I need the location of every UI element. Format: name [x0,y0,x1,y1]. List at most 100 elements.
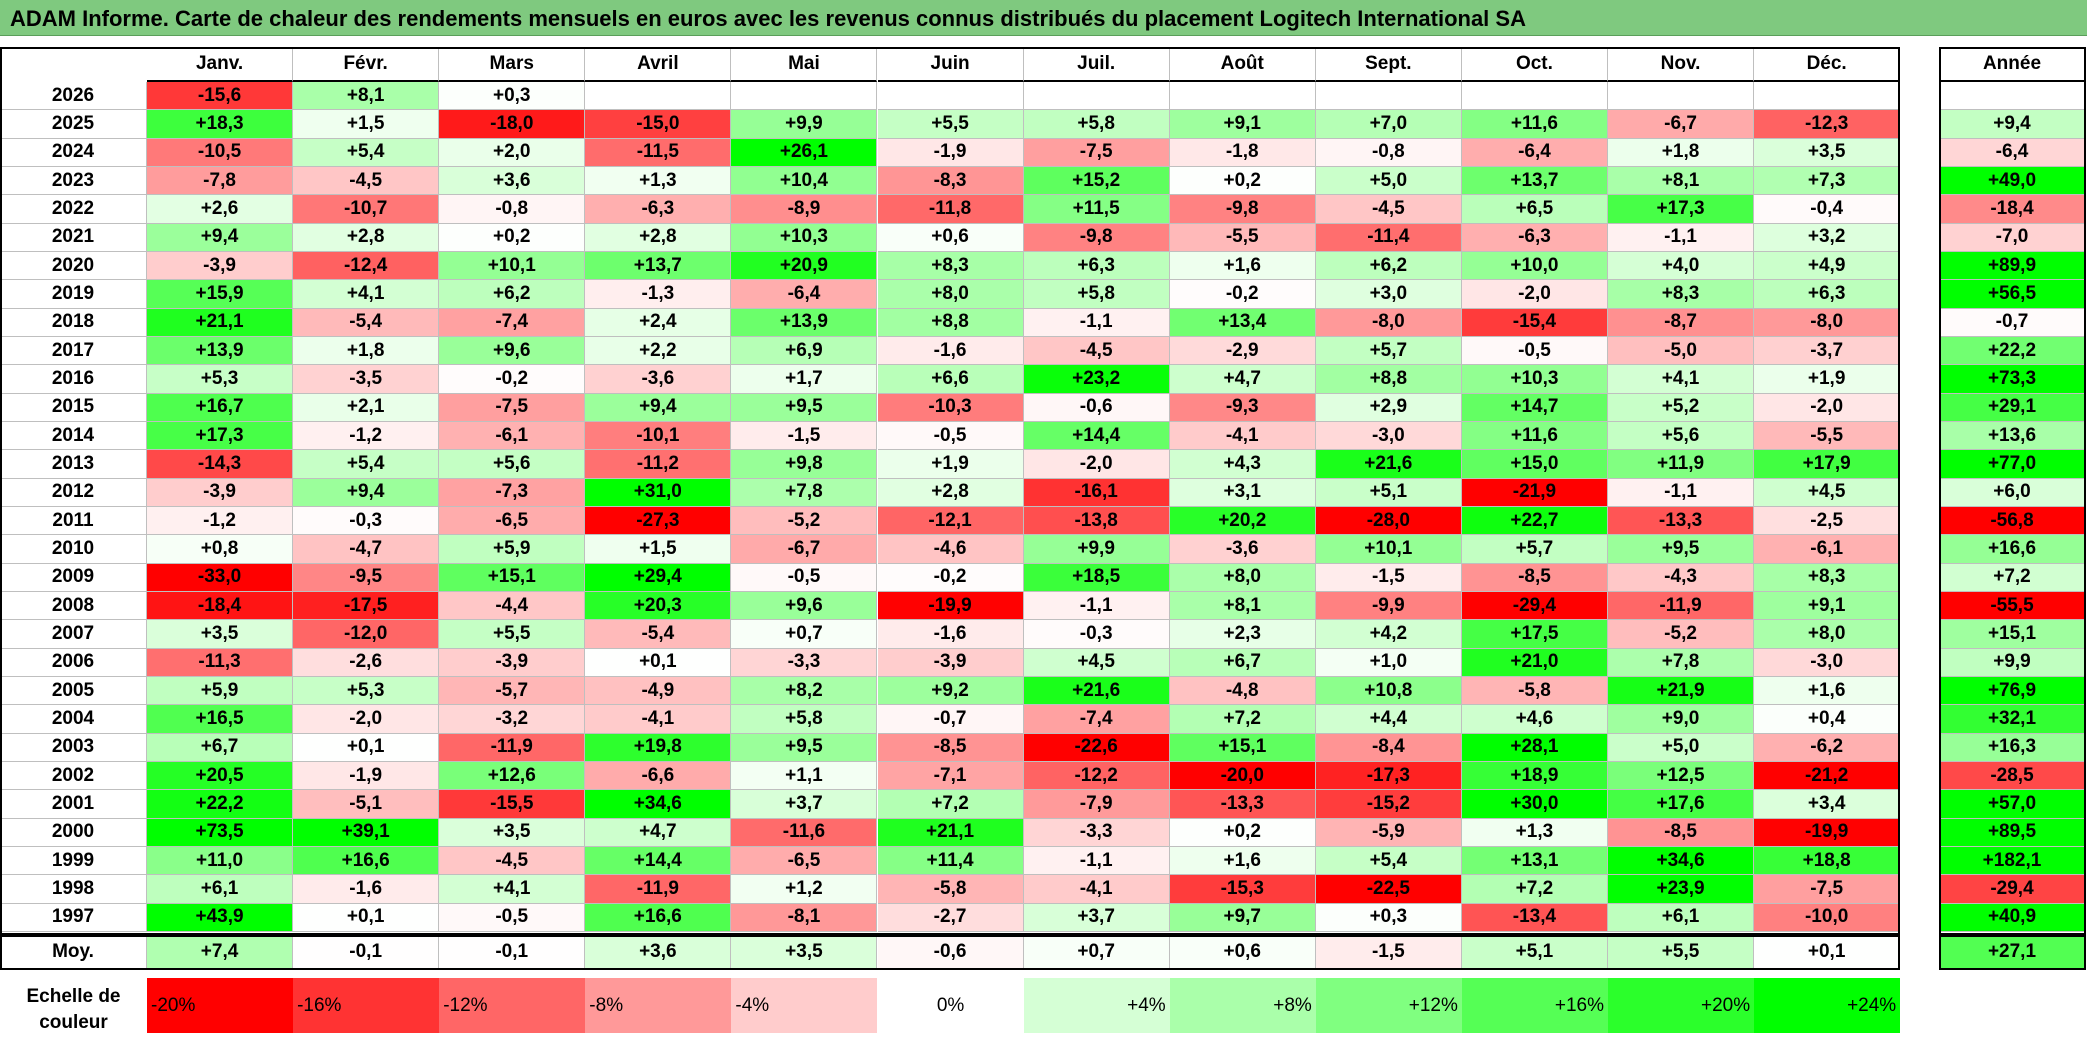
heatmap-cell: -9,3 [1169,393,1316,422]
heatmap-cell: +9,0 [1608,705,1755,734]
heatmap-cell [1169,82,1316,111]
annual-cell: -6,4 [1939,138,2086,167]
average-cell: +3,6 [585,935,732,970]
heatmap-cell: +20,5 [147,761,294,791]
heatmap-cell: +3,6 [439,166,586,196]
column-header: Août [1169,47,1316,82]
heatmap-cell: -29,4 [1461,591,1608,621]
heatmap-cell: +3,0 [1315,280,1462,309]
heatmap-cell: +1,0 [1315,648,1462,677]
heatmap-cell: -2,7 [877,903,1024,932]
heatmap-cell: -3,6 [585,365,732,394]
row-year-label: 2005 [0,676,147,706]
color-scale-swatch: +12% [1315,978,1462,1033]
annual-cell: -56,8 [1939,506,2086,536]
heatmap-cell: -2,0 [293,705,440,734]
heatmap-cell: -0,2 [877,563,1024,592]
heatmap-cell: +10,1 [1315,535,1462,564]
annual-cell: -18,4 [1939,195,2086,224]
heatmap-cell: +10,0 [1461,251,1608,281]
heatmap-cell: +5,4 [293,450,440,479]
heatmap-cell: +39,1 [293,818,440,847]
heatmap-cell: +4,1 [1608,365,1755,394]
heatmap-cell [1461,82,1608,111]
average-cell: +3,5 [731,935,878,970]
heatmap-cell: -4,1 [1169,421,1316,451]
heatmap-cell: -8,0 [1754,308,1901,337]
heatmap-cell: -12,3 [1754,110,1901,139]
average-cell: +0,1 [1754,935,1901,970]
annual-cell: -28,5 [1939,761,2086,791]
heatmap-cell: +1,7 [731,365,878,394]
heatmap-cell: +4,0 [1608,251,1755,281]
heatmap-cell: +3,4 [1754,790,1901,819]
annual-cell: +49,0 [1939,166,2086,196]
heatmap-cell: -0,3 [1023,620,1170,649]
heatmap-cell: -1,6 [877,336,1024,366]
heatmap-cell: +6,7 [1169,648,1316,677]
heatmap-cell: -0,2 [1169,280,1316,309]
average-cell: +7,4 [147,935,294,970]
annual-cell: +7,2 [1939,563,2086,592]
heatmap-cell: -10,3 [877,393,1024,422]
heatmap-cell: +0,8 [147,535,294,564]
heatmap-cell: -2,5 [1754,506,1901,536]
heatmap-cell: +4,2 [1315,620,1462,649]
heatmap-cell: +0,1 [293,903,440,932]
column-header: Déc. [1754,47,1901,82]
heatmap-cell: +2,3 [1169,620,1316,649]
heatmap-cell [1023,82,1170,111]
heatmap-cell: +4,5 [1023,648,1170,677]
heatmap-cell: -4,6 [877,535,1024,564]
column-header: Juin [877,47,1024,82]
heatmap-cell: +19,8 [585,733,732,762]
heatmap-cell: +15,2 [1023,166,1170,196]
heatmap-cell: +13,9 [731,308,878,337]
heatmap-cell: -4,1 [585,705,732,734]
row-year-label: 2000 [0,818,147,847]
heatmap-cell: -6,1 [1754,535,1901,564]
heatmap-cell: -11,4 [1315,223,1462,252]
annual-cell: +77,0 [1939,450,2086,479]
heatmap-cell: +3,7 [1023,903,1170,932]
heatmap-cell: +6,2 [1315,251,1462,281]
heatmap-cell: +5,1 [1315,478,1462,507]
heatmap-cell: +7,3 [1754,166,1901,196]
heatmap-cell: +9,5 [1608,535,1755,564]
heatmap-cell: -0,2 [439,365,586,394]
heatmap-cell: +0,1 [585,648,732,677]
heatmap-cell: -2,0 [1461,280,1608,309]
heatmap-cell: +7,8 [1608,648,1755,677]
heatmap-cell: -5,5 [1754,421,1901,451]
heatmap-cell: +2,9 [1315,393,1462,422]
heatmap-cell [877,82,1024,111]
heatmap-cell: -1,8 [1169,138,1316,167]
title-bar: ADAM Informe. Carte de chaleur des rende… [0,0,2087,36]
heatmap-cell: -11,9 [1608,591,1755,621]
heatmap-cell: +14,7 [1461,393,1608,422]
heatmap-cell: +5,3 [293,676,440,706]
heatmap-cell: -8,4 [1315,733,1462,762]
heatmap-cell: -22,6 [1023,733,1170,762]
row-year-label: 1998 [0,875,147,904]
heatmap-cell: -4,4 [439,591,586,621]
annual-cell: +182,1 [1939,846,2086,876]
heatmap-cell: -1,1 [1023,591,1170,621]
row-year-label: 2016 [0,365,147,394]
heatmap-cell: +1,5 [585,535,732,564]
heatmap-cell: -1,5 [731,421,878,451]
color-scale-swatch: 0% [877,978,1024,1033]
heatmap-cell: -16,1 [1023,478,1170,507]
heatmap-cell: -9,5 [293,563,440,592]
heatmap-cell: -5,4 [293,308,440,337]
heatmap-cell: +6,6 [877,365,1024,394]
row-year-label: 2001 [0,790,147,819]
row-year-label: 2002 [0,761,147,791]
heatmap-cell: +4,4 [1315,705,1462,734]
column-header: Mai [731,47,878,82]
heatmap-cell: +1,3 [1461,818,1608,847]
heatmap-cell: +8,1 [293,82,440,111]
column-header: Nov. [1608,47,1755,82]
heatmap-cell: -8,5 [1461,563,1608,592]
row-year-label: 2023 [0,166,147,196]
